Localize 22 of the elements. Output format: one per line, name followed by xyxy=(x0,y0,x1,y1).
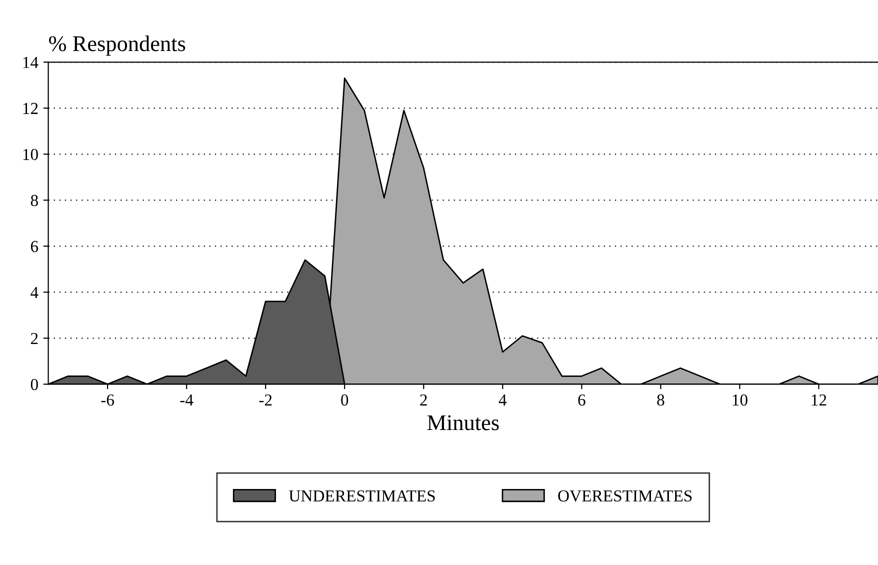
x-axis-title: Minutes xyxy=(427,415,499,430)
x-tick-label: 10 xyxy=(732,394,748,406)
x-tick-label: 12 xyxy=(812,394,826,406)
x-tick-label: 6 xyxy=(578,394,586,406)
y-tick-label: 10 xyxy=(23,148,38,160)
x-tick-label: -6 xyxy=(101,394,114,406)
y-tick-label: 4 xyxy=(30,286,38,298)
x-tick-label: -4 xyxy=(180,394,194,406)
legend-label: OVERESTIMATES xyxy=(558,490,692,502)
y-axis-title: % Respondents xyxy=(49,36,186,56)
y-tick-label: 0 xyxy=(30,378,38,390)
y-tick-label: 14 xyxy=(23,56,38,68)
x-tick-label: 8 xyxy=(657,394,664,406)
y-tick-label: 12 xyxy=(23,102,38,114)
x-tick-label: -2 xyxy=(259,394,272,406)
y-tick-label: 6 xyxy=(30,240,38,252)
y-tick-label: 8 xyxy=(30,194,38,206)
x-tick-label: 2 xyxy=(420,394,427,406)
x-tick-label: 4 xyxy=(498,394,507,406)
legend-label: UNDERESTIMATES xyxy=(288,490,435,502)
x-tick-label: 0 xyxy=(341,394,348,406)
y-tick-label: 2 xyxy=(30,332,38,344)
